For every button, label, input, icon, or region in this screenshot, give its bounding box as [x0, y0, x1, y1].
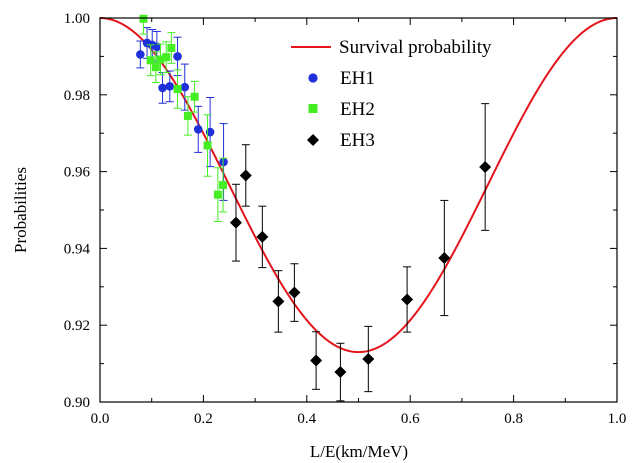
x-tick-label: 0.0 — [91, 411, 110, 427]
marker-eh2 — [219, 181, 228, 190]
marker-eh1 — [173, 52, 182, 61]
y-tick-label: 1.00 — [64, 11, 90, 27]
data-point-eh2 — [173, 69, 182, 109]
data-point-eh2 — [167, 32, 176, 64]
marker-eh1 — [193, 125, 203, 134]
data-point-eh2 — [219, 157, 228, 213]
x-tick-label: 0.6 — [401, 411, 420, 427]
data-point-eh2 — [156, 43, 165, 76]
marker-eh2 — [146, 56, 155, 65]
data-point-eh1 — [158, 72, 167, 104]
data-point-eh2 — [146, 44, 155, 77]
legend-marker-eh1 — [308, 73, 318, 83]
marker-eh1 — [152, 42, 162, 52]
legend-label-survival: Survival probability — [339, 37, 492, 58]
marker-eh1 — [180, 82, 190, 92]
marker-eh2 — [213, 190, 222, 199]
marker-eh3 — [288, 286, 301, 299]
survival-curve — [99, 17, 618, 354]
tick-labels: 0.0 0.2 0.4 0.6 0.8 1.0 0.90 0.92 0.94 0.96 0.98 1.… — [64, 11, 627, 427]
data-point-eh2 — [190, 80, 199, 113]
data-point-eh1 — [165, 70, 175, 103]
marker-eh3 — [334, 366, 347, 379]
data-point-eh3 — [256, 205, 269, 269]
legend: Survival probability EH1 EH2 EH3 — [291, 37, 492, 151]
data-point-eh2 — [203, 114, 212, 177]
marker-eh2 — [203, 141, 212, 150]
data-point-eh2 — [213, 167, 222, 223]
marker-eh3 — [362, 352, 375, 365]
marker-eh3 — [438, 252, 451, 264]
marker-eh3 — [229, 216, 242, 229]
marker-eh2 — [167, 43, 176, 52]
survival-curve-layer — [99, 17, 618, 354]
marker-eh1 — [158, 83, 167, 93]
data-point-eh1 — [193, 105, 203, 153]
marker-eh3 — [310, 354, 323, 367]
data-point-eh3 — [310, 331, 323, 390]
data-point-eh3 — [362, 325, 375, 393]
y-tick-label: 0.90 — [64, 395, 90, 411]
marker-eh2 — [173, 85, 182, 94]
x-tick-label: 1.0 — [608, 411, 627, 427]
y-axis-label: Probabilities — [11, 167, 30, 253]
x-tick-label: 0.8 — [504, 411, 523, 427]
marker-eh2 — [139, 14, 148, 23]
data-point-eh3 — [288, 263, 301, 322]
data-point-eh3 — [334, 342, 347, 402]
x-axis-label: L/E(km/MeV) — [310, 442, 408, 461]
legend-marker-eh3 — [307, 134, 319, 146]
legend-marker-eh2 — [308, 104, 318, 113]
marker-eh3 — [401, 293, 414, 306]
marker-eh2 — [151, 63, 160, 72]
data-point-eh3 — [229, 183, 242, 262]
x-tick-label: 0.2 — [194, 411, 213, 427]
marker-eh1 — [136, 50, 145, 59]
y-tick-label: 0.94 — [64, 241, 91, 257]
data-points-layer — [136, 14, 492, 402]
data-point-eh3 — [401, 266, 414, 333]
marker-eh2 — [190, 92, 199, 101]
marker-eh3 — [239, 169, 252, 182]
legend-label-eh2: EH2 — [340, 99, 375, 120]
legend-label-eh1: EH1 — [340, 68, 375, 89]
marker-eh1 — [165, 82, 175, 91]
y-tick-label: 0.92 — [64, 318, 90, 334]
data-point-eh2 — [183, 96, 192, 136]
legend-label-eh3: EH3 — [340, 130, 375, 151]
marker-eh1 — [219, 157, 228, 167]
y-tick-label: 0.96 — [64, 165, 91, 181]
marker-eh3 — [479, 160, 492, 173]
plot-frame — [99, 17, 618, 403]
x-tick-label: 0.4 — [297, 411, 316, 427]
data-point-eh2 — [162, 41, 171, 74]
data-point-eh3 — [239, 144, 252, 207]
y-tick-label: 0.98 — [64, 88, 90, 104]
marker-eh2 — [156, 55, 165, 64]
data-point-eh1 — [136, 40, 145, 69]
data-point-eh3 — [479, 103, 492, 231]
marker-eh3 — [256, 230, 269, 243]
marker-eh2 — [183, 111, 192, 120]
data-point-eh2 — [139, 14, 148, 35]
data-point-eh3 — [272, 270, 285, 333]
marker-eh3 — [272, 295, 285, 308]
marker-eh2 — [162, 53, 171, 62]
data-point-eh3 — [438, 199, 451, 317]
data-point-eh2 — [151, 51, 160, 84]
